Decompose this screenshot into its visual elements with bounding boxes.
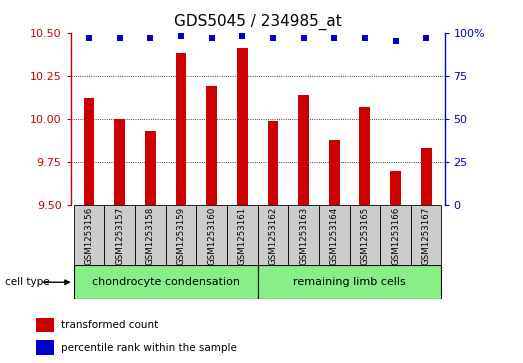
Bar <box>36 340 54 355</box>
Point <box>208 35 216 41</box>
FancyBboxPatch shape <box>257 265 441 299</box>
Text: transformed count: transformed count <box>62 320 158 330</box>
FancyBboxPatch shape <box>74 265 257 299</box>
FancyBboxPatch shape <box>288 205 319 265</box>
Point <box>238 33 246 39</box>
Text: GSM1253165: GSM1253165 <box>360 207 369 265</box>
Text: GSM1253164: GSM1253164 <box>329 207 339 265</box>
Bar <box>206 86 217 205</box>
Point <box>330 35 338 41</box>
Point <box>361 35 369 41</box>
Bar <box>145 131 156 205</box>
Bar <box>176 53 186 205</box>
Bar <box>84 98 94 205</box>
Text: GSM1253162: GSM1253162 <box>268 207 277 265</box>
Point <box>391 38 400 44</box>
Text: GSM1253159: GSM1253159 <box>176 207 186 265</box>
Bar <box>421 148 431 205</box>
Point <box>422 35 430 41</box>
Point <box>269 35 277 41</box>
Point <box>299 35 308 41</box>
FancyBboxPatch shape <box>349 205 380 265</box>
Text: cell type: cell type <box>5 277 50 287</box>
FancyBboxPatch shape <box>196 205 227 265</box>
Bar <box>390 171 401 205</box>
Text: chondrocyte condensation: chondrocyte condensation <box>92 277 240 287</box>
Point <box>177 33 185 39</box>
Bar <box>237 48 247 205</box>
Bar <box>36 318 54 332</box>
Point <box>85 35 93 41</box>
Bar <box>115 119 125 205</box>
FancyBboxPatch shape <box>227 205 257 265</box>
Bar <box>268 121 278 205</box>
Text: GSM1253160: GSM1253160 <box>207 207 216 265</box>
FancyBboxPatch shape <box>319 205 349 265</box>
FancyBboxPatch shape <box>257 205 288 265</box>
FancyBboxPatch shape <box>166 205 196 265</box>
FancyBboxPatch shape <box>74 205 104 265</box>
Point <box>146 35 154 41</box>
FancyBboxPatch shape <box>135 205 166 265</box>
Bar <box>298 95 309 205</box>
Text: GSM1253161: GSM1253161 <box>238 207 247 265</box>
Text: GSM1253157: GSM1253157 <box>115 207 124 265</box>
Text: remaining limb cells: remaining limb cells <box>293 277 406 287</box>
Text: GSM1253166: GSM1253166 <box>391 207 400 265</box>
Text: GSM1253156: GSM1253156 <box>85 207 94 265</box>
FancyBboxPatch shape <box>411 205 441 265</box>
FancyBboxPatch shape <box>380 205 411 265</box>
Text: percentile rank within the sample: percentile rank within the sample <box>62 343 237 352</box>
Text: GSM1253167: GSM1253167 <box>422 207 430 265</box>
Text: GSM1253163: GSM1253163 <box>299 207 308 265</box>
Bar <box>359 107 370 205</box>
Point <box>116 35 124 41</box>
Title: GDS5045 / 234985_at: GDS5045 / 234985_at <box>174 14 342 30</box>
Text: GSM1253158: GSM1253158 <box>146 207 155 265</box>
FancyBboxPatch shape <box>104 205 135 265</box>
Bar <box>329 139 339 205</box>
